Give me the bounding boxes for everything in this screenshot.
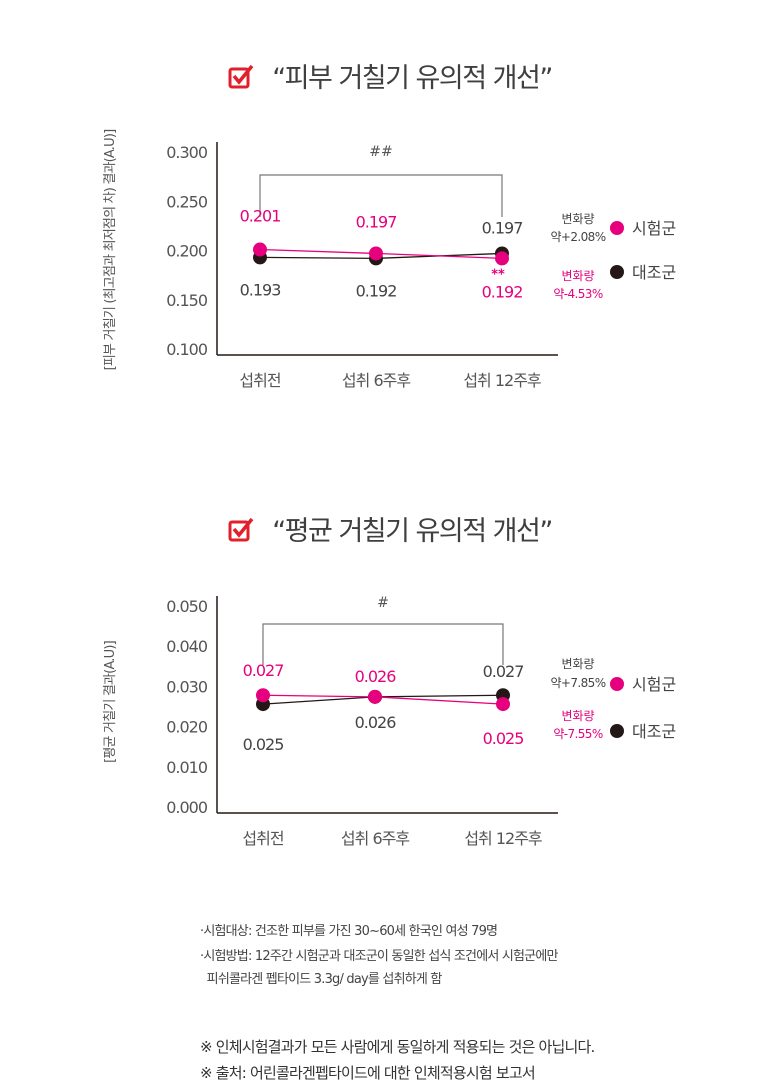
data-point [253, 242, 267, 257]
chart-1-title-text: “피부 거칠기 유의적 개선” [272, 63, 553, 94]
change-value-test: 약-4.53% [553, 286, 602, 301]
x-tick-label: 섭취 12주후 [464, 829, 542, 848]
y-tick-label: 0.010 [166, 758, 208, 777]
chart-1-title: “피부 거칠기 유의적 개선” [0, 56, 780, 97]
change-label: 변화량 [561, 709, 594, 723]
data-label: 0.025 [243, 735, 284, 754]
legend-marker [610, 265, 624, 279]
x-tick-label: 섭취 6주후 [342, 371, 410, 390]
y-tick-label: 0.300 [166, 143, 208, 162]
data-point [369, 246, 383, 261]
change-label: 변화량 [561, 212, 594, 226]
data-label: 0.025 [483, 729, 524, 748]
footnote-method-cont: 피쉬콜라겐 펩타이드 3.3g/ day를 섭취하게 함 [200, 972, 443, 987]
series-line-대조군 [262, 694, 504, 705]
data-label: 0.197 [356, 212, 397, 231]
chart-average-roughness: 0.050 0.040 0.030 0.020 0.010 0.000 섭취전 섭취 6주후 섭… [103, 595, 676, 848]
legend-label: 대조군 [632, 263, 676, 282]
y-tick-label: 0.000 [166, 798, 208, 817]
footnote-subject: ·시험대상: 건조한 피부를 가진 30~60세 한국인 여성 79명 [200, 924, 498, 939]
x-tick-label: 섭취 6주후 [341, 829, 409, 848]
data-label: 0.027 [483, 662, 524, 681]
x-tick-label: 섭취전 [242, 829, 283, 848]
data-point [496, 697, 510, 712]
data-label: 0.193 [240, 280, 281, 299]
significance-bracket-label: ## [369, 144, 392, 160]
checkbox-check-icon [228, 517, 254, 550]
x-tick-label: 섭취전 [239, 371, 280, 390]
change-value-control: 약+7.85% [550, 675, 605, 690]
data-label: 0.192 [356, 281, 397, 300]
change-value-test: 약-7.55% [553, 726, 602, 741]
data-point [368, 689, 382, 704]
data-label: 0.192 [482, 282, 523, 301]
legend-marker [610, 221, 624, 235]
legend-label: 시험군 [632, 219, 676, 238]
chart-skin-roughness: 0.300 0.250 0.200 0.150 0.100 섭취전 섭취 6주후 섭취 12주… [103, 130, 676, 390]
y-tick-label: 0.100 [166, 340, 208, 359]
legend-marker [610, 724, 624, 738]
data-label: 0.026 [355, 713, 397, 732]
change-value-control: 약+2.08% [550, 229, 605, 244]
data-label: 0.201 [240, 207, 281, 226]
significance-bracket [259, 174, 503, 217]
note-disclaimer: ※ 인체시험결과가 모든 사람에게 동일하게 적용되는 것은 아닙니다. [200, 1038, 595, 1056]
data-point [495, 251, 509, 266]
data-point [256, 688, 270, 703]
chart-2-title-text: “평균 거칠기 유의적 개선” [272, 516, 553, 547]
significance-bracket [262, 623, 504, 665]
significance-bracket-label: # [377, 595, 389, 611]
y-axis-title: [평균 거칠기 결과(A.U)] [103, 641, 118, 763]
legend-label: 대조군 [632, 722, 676, 741]
chart-2-title: “평균 거칠기 유의적 개선” [0, 509, 780, 550]
y-tick-label: 0.030 [166, 677, 208, 696]
legend-marker [610, 677, 624, 691]
legend-label: 시험군 [632, 675, 676, 694]
y-axis-title: [피부 거칠기 (최고점과 최저점의 차) 결과(A.U)] [103, 130, 118, 371]
y-tick-label: 0.150 [166, 291, 208, 310]
footnote-method: ·시험방법: 12주간 시험군과 대조군이 동일한 섭식 조건에서 시험군에만 [200, 949, 558, 964]
data-label: 0.027 [243, 661, 284, 680]
y-tick-label: 0.200 [166, 242, 208, 261]
checkbox-check-icon [228, 64, 254, 97]
data-label: 0.026 [355, 667, 397, 686]
y-tick-label: 0.020 [166, 718, 208, 737]
change-label: 변화량 [561, 657, 594, 671]
note-source: ※ 출처: 어린콜라겐펩타이드에 대한 인체적용시험 보고서 [200, 1064, 536, 1082]
y-tick-label: 0.050 [166, 597, 208, 616]
data-label: 0.197 [482, 218, 523, 237]
significance-marker: ** [491, 267, 505, 282]
y-tick-label: 0.250 [166, 192, 208, 211]
y-tick-label: 0.040 [166, 637, 208, 656]
x-tick-label: 섭취 12주후 [463, 371, 541, 390]
change-label: 변화량 [561, 269, 594, 283]
